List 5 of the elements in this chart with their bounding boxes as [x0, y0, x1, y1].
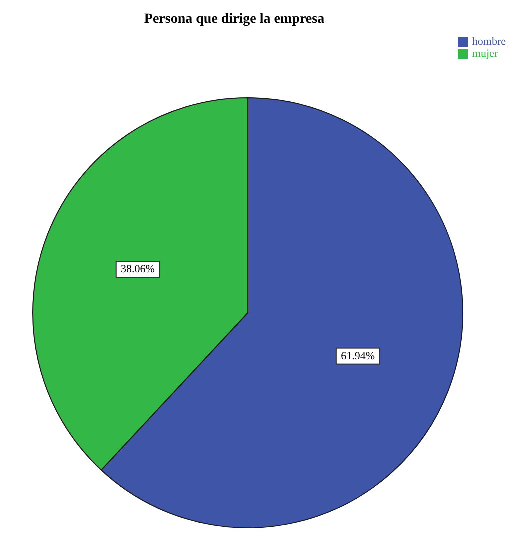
data-label: 61.94%: [341, 350, 375, 362]
legend-label: mujer: [472, 48, 498, 60]
chart-title: Persona que dirige la empresa: [143, 11, 326, 28]
data-label: 38.06%: [121, 264, 155, 276]
legend-label: hombre: [472, 36, 506, 48]
